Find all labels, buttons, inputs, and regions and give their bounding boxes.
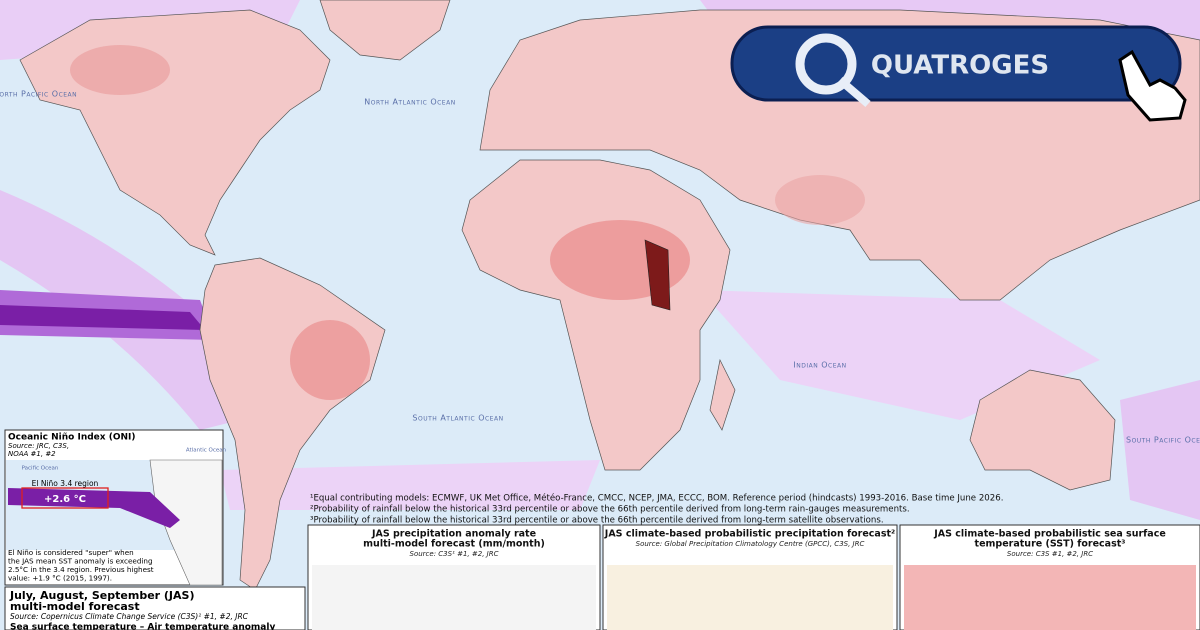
- main-variables: Sea surface temperature – Air temperatur…: [10, 623, 275, 630]
- panels: [4, 524, 1200, 630]
- logo-text: QUATROGES: [871, 51, 1049, 81]
- footnote: ¹Equal contributing models: ECMWF, UK Me…: [310, 493, 1003, 504]
- main-title: July, August, September (JAS): [9, 589, 195, 602]
- logo[interactable]: QUATROGES: [730, 25, 1187, 122]
- inset-note: the JAS mean SST anomaly is exceeding: [8, 557, 153, 566]
- panel-source: Source: Global Precipitation Climatology…: [636, 540, 865, 548]
- inset-ocean-label: Atlantic Ocean: [186, 448, 227, 454]
- inset-note: value: +1.9 °C (2015, 1997).: [8, 574, 112, 583]
- main-source: Source: Copernicus Climate Change Servic…: [10, 612, 249, 621]
- panel-title: JAS climate-based probabilistic precipit…: [604, 529, 895, 540]
- panel-title: JAS precipitation anomaly rate: [371, 529, 536, 540]
- inset-ocean-label: Pacific Ocean: [22, 466, 59, 472]
- ocean-label: North Atlantic Ocean: [364, 98, 455, 107]
- ocean-label: South Atlantic Ocean: [412, 414, 503, 423]
- inset-source: NOAA #1, #2: [8, 450, 56, 458]
- anomaly-hotspots: [70, 45, 865, 400]
- inset-title: Oceanic Niño Index (ONI): [8, 433, 135, 443]
- region-label: El Niño 3.4 region: [32, 479, 99, 488]
- ocean-label: Indian Ocean: [793, 361, 846, 370]
- inset-note: 2.5°C in the 3.4 region. Previous highes…: [8, 565, 154, 574]
- panel-title: multi-model forecast (mm/month): [363, 539, 545, 550]
- footnote: ²Probability of rainfall below the histo…: [310, 505, 910, 515]
- main-title: multi-model forecast: [10, 600, 140, 613]
- oni-inset: [4, 429, 224, 586]
- footnote: ³Probability of rainfall below the histo…: [310, 516, 884, 526]
- inset-source: Source: JRC, C3S,: [8, 442, 69, 450]
- panel-source: Source: C3S #1, #2, JRC: [1007, 550, 1093, 558]
- panel-title: temperature (SST) forecast³: [975, 539, 1126, 550]
- panel-title: JAS climate-based probabilistic sea surf…: [933, 529, 1166, 540]
- ocean-label: North Pacific Ocean: [0, 90, 77, 99]
- ocean-label: South Pacific Ocean: [1126, 436, 1200, 445]
- oni-value: +2.6 °C: [44, 494, 86, 505]
- panel-source: Source: C3S¹ #1, #2, JRC: [410, 550, 499, 558]
- inset-note: El Niño is considered "super" when: [8, 548, 134, 557]
